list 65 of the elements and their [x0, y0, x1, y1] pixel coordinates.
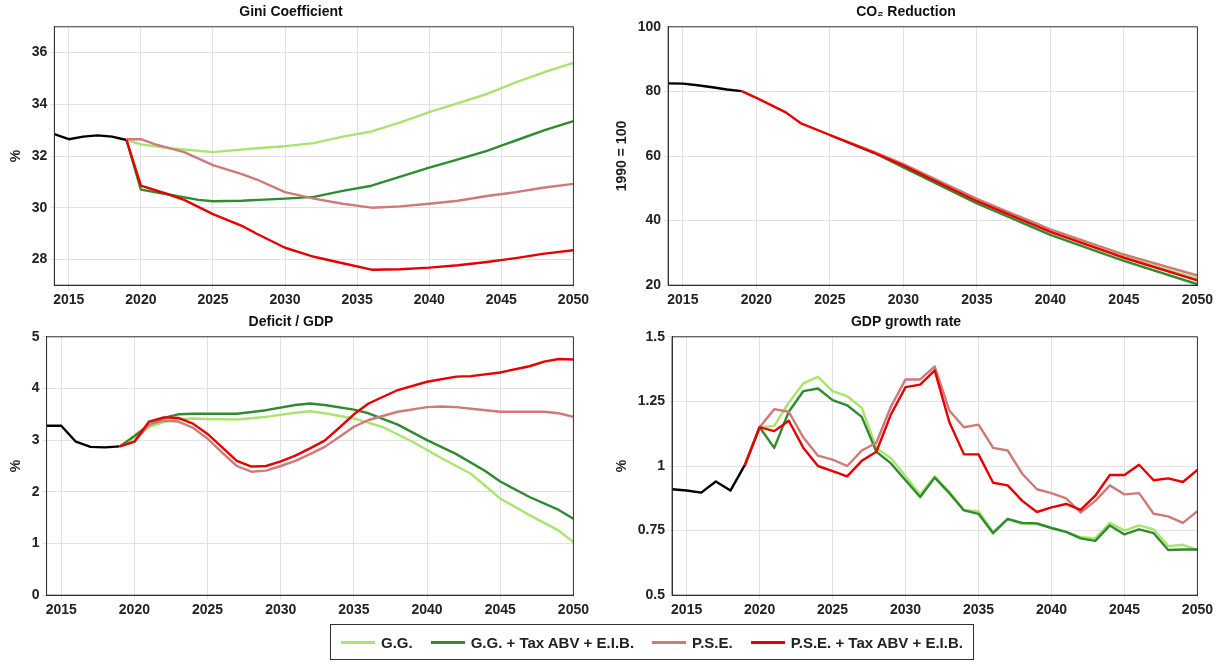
y-tick-label: 28	[31, 250, 48, 267]
y-tick-label: 1.5	[645, 327, 666, 344]
y-tick-label: 5	[31, 327, 40, 344]
chart-title: CO₂ Reduction	[856, 3, 956, 20]
y-tick-label: 34	[31, 95, 48, 112]
x-tick-label: 2045	[1108, 601, 1141, 618]
x-tick-label: 2035	[962, 601, 995, 618]
x-tick-label: 2035	[338, 601, 370, 618]
x-tick-label: 2035	[961, 291, 993, 308]
x-tick-label: 2040	[1034, 291, 1067, 308]
x-tick-label: 2020	[125, 291, 157, 308]
y-axis-title: %	[613, 459, 630, 473]
y-tick-label: 30	[31, 198, 48, 215]
y-tick-label: 32	[31, 146, 48, 163]
y-tick-label: 80	[645, 82, 662, 99]
legend-label: G.G.	[381, 633, 413, 651]
y-tick-label: 36	[31, 43, 48, 60]
x-tick-label: 2040	[413, 291, 446, 308]
legend-label: G.G. + Tax ABV + E.I.B.	[470, 633, 635, 651]
x-tick-label: 2025	[191, 601, 224, 618]
x-tick-label: 2050	[1181, 291, 1214, 308]
x-tick-label: 2015	[671, 601, 703, 618]
y-tick-label: 40	[645, 211, 662, 228]
y-tick-label: 0.75	[637, 521, 666, 538]
chart-title: Deficit / GDP	[248, 313, 334, 330]
x-tick-label: 2030	[265, 601, 297, 618]
x-tick-label: 2030	[889, 601, 922, 618]
x-tick-label: 2050	[557, 601, 590, 618]
y-tick-label: 2	[31, 482, 40, 499]
x-tick-label: 2040	[411, 601, 443, 618]
x-tick-label: 2045	[484, 601, 517, 618]
y-tick-label: 1.25	[637, 392, 666, 409]
chart-title: GDP growth rate	[850, 313, 962, 330]
x-tick-label: 2045	[485, 291, 518, 308]
legend-label: P.S.E.	[692, 633, 733, 651]
x-tick-label: 2045	[1108, 291, 1140, 308]
y-tick-label: 0	[31, 586, 40, 603]
x-tick-label: 2030	[269, 291, 301, 308]
legend-label: P.S.E. + Tax ABV + E.I.B.	[790, 633, 963, 651]
y-tick-label: 60	[645, 146, 662, 163]
x-tick-label: 2025	[817, 601, 849, 618]
x-tick-label: 2025	[197, 291, 229, 308]
x-tick-label: 2050	[557, 291, 590, 308]
y-tick-label: 4	[31, 379, 40, 396]
x-tick-label: 2050	[1181, 601, 1214, 618]
y-tick-label: 3	[31, 431, 40, 448]
x-tick-label: 2020	[740, 291, 773, 308]
y-tick-label: 0.5	[645, 586, 666, 603]
y-tick-label: 100	[637, 17, 662, 34]
y-axis-title: 1990 = 100	[613, 120, 630, 192]
chart-title: Gini Coefficient	[239, 3, 344, 20]
y-axis-title: %	[7, 149, 24, 163]
x-tick-label: 2030	[887, 291, 920, 308]
x-tick-label: 2015	[53, 291, 85, 308]
y-tick-label: 1	[31, 534, 40, 551]
x-tick-label: 2015	[667, 291, 699, 308]
x-tick-label: 2035	[341, 291, 373, 308]
x-tick-label: 2020	[744, 601, 776, 618]
x-tick-label: 2025	[814, 291, 846, 308]
x-tick-label: 2040	[1035, 601, 1068, 618]
x-tick-label: 2020	[118, 601, 151, 618]
y-tick-label: 20	[645, 276, 662, 293]
y-axis-title: %	[7, 459, 24, 473]
y-tick-label: 1	[657, 456, 666, 473]
x-tick-label: 2015	[45, 601, 77, 618]
